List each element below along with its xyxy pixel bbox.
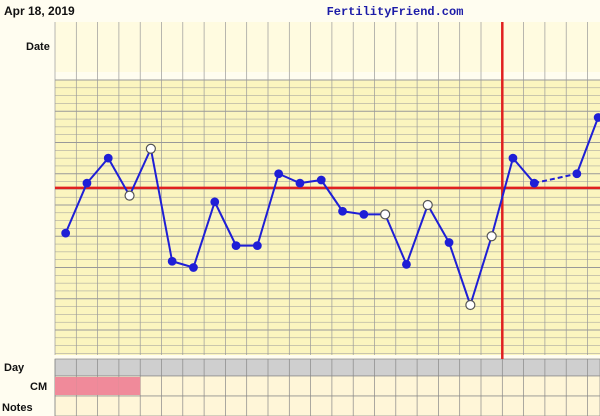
- notes-row-label: Notes: [2, 402, 33, 414]
- series-segment: [192, 201, 216, 268]
- series-segment: [213, 201, 237, 247]
- temperature-point: [167, 256, 177, 266]
- temperature-point: [359, 209, 369, 219]
- series-segment: [107, 157, 131, 197]
- temperature-point: [124, 190, 135, 201]
- bottom-rows: [54, 358, 600, 416]
- cm-cell: [97, 377, 119, 395]
- series-segment: [256, 173, 280, 246]
- temperature-point: [422, 199, 433, 211]
- series-segment: [405, 204, 429, 265]
- series-segment: [149, 148, 174, 262]
- temperature-point: [402, 259, 411, 269]
- series-segment: [128, 148, 152, 197]
- series-segment: [490, 157, 514, 237]
- temperature-point: [295, 178, 305, 188]
- temperature-series: [55, 22, 600, 359]
- series-segment: [575, 117, 600, 175]
- temperature-point: [252, 241, 262, 251]
- temperature-point: [103, 153, 113, 163]
- temperature-point: [210, 197, 220, 207]
- temperature-point: [338, 206, 347, 216]
- cm-cell: [118, 377, 141, 395]
- date-row-label: Date: [26, 41, 50, 53]
- temperature-point: [529, 178, 539, 188]
- series-segment: [534, 172, 578, 185]
- temperature-point: [82, 178, 92, 188]
- date-header-band: [55, 22, 600, 72]
- temperature-point: [316, 175, 326, 185]
- day-row-label: Day: [4, 362, 25, 374]
- series-segment: [426, 204, 450, 243]
- temperature-point: [274, 169, 284, 179]
- series-segment: [384, 213, 408, 265]
- notes-row-band: [54, 395, 600, 416]
- temperature-point: [189, 263, 198, 272]
- plot-area: [55, 80, 600, 355]
- cm-cell: [55, 377, 77, 395]
- temperature-point: [593, 113, 600, 122]
- day-row-band: [54, 358, 600, 377]
- temperature-point: [444, 238, 454, 247]
- series-segment: [320, 179, 344, 212]
- series-segment: [64, 182, 88, 234]
- cm-row-label: CM: [30, 381, 47, 393]
- series-segment: [86, 157, 110, 184]
- series-segment: [448, 242, 472, 306]
- temperature-point: [61, 228, 71, 238]
- header-site: FertilityFriend.com: [327, 5, 464, 19]
- cm-cell: [76, 377, 98, 395]
- temperature-point: [145, 143, 156, 154]
- series-segment: [512, 157, 536, 184]
- temperature-point: [231, 241, 241, 251]
- temperature-point: [486, 231, 497, 242]
- temperature-point: [465, 299, 476, 311]
- temperature-point: [508, 153, 518, 163]
- temperature-point: [380, 209, 391, 220]
- series-segment: [469, 235, 493, 306]
- temperature-point: [572, 169, 582, 179]
- header-date: Apr 18, 2019: [4, 4, 75, 18]
